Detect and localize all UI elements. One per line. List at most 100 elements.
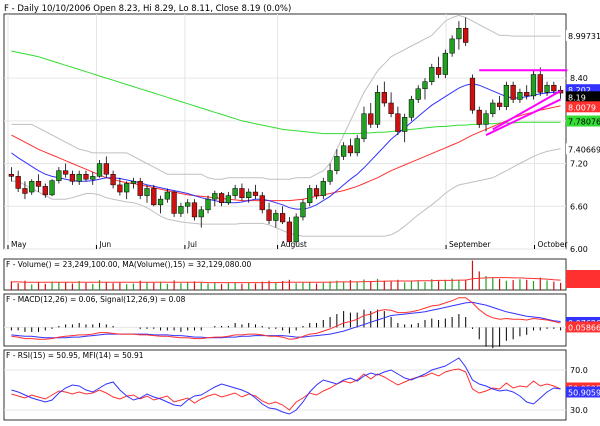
y-tick-label: 6.00 — [570, 245, 588, 254]
price-label-box — [566, 321, 600, 333]
candle-body — [313, 188, 320, 196]
volume-label-box — [566, 279, 600, 288]
candle-body — [307, 188, 313, 203]
price-label-box — [566, 30, 600, 42]
candle-body — [259, 195, 265, 211]
candle-body — [212, 193, 218, 200]
candle-body — [469, 77, 476, 111]
candle-body — [354, 138, 360, 154]
rsi-y-tick-label: 30.0 — [570, 406, 588, 415]
candle-body — [56, 170, 62, 181]
moving-average-green-line — [11, 50, 561, 135]
candle-body — [368, 113, 374, 125]
price-label: 0.058668 — [568, 323, 600, 332]
price-label: 50.9059 — [568, 389, 600, 398]
candle-body — [320, 181, 326, 196]
candle-body — [8, 173, 15, 177]
candle-body — [198, 209, 204, 218]
candle-body — [117, 184, 123, 193]
rsi-line — [11, 368, 561, 411]
trend-line — [492, 90, 562, 131]
x-tick-label: May — [11, 240, 27, 249]
candle-body — [124, 183, 130, 193]
candle-body — [361, 113, 367, 139]
candle-body — [164, 191, 170, 200]
candle-body — [144, 188, 150, 196]
candle-body — [544, 84, 550, 93]
candle-body — [15, 176, 21, 189]
x-tick-label: October — [538, 240, 569, 249]
candle-body — [90, 176, 96, 180]
price-label: 8.0079 — [568, 103, 596, 112]
rsi-legend: F - RSI(15) = 50.95, MFI(14) = 50.91 — [6, 351, 144, 360]
moving-average-red-line — [11, 105, 561, 202]
candle-body — [151, 188, 157, 206]
chart-header: F - Daily 10/10/2006 Open 8.23, Hi 8.29,… — [4, 4, 291, 14]
candle-body — [517, 92, 523, 100]
macd-legend: F - MACD(12,26) = 0.06, Signal(12,26,9) … — [6, 295, 186, 304]
candle-body — [286, 221, 293, 243]
candle-body — [63, 170, 69, 175]
price-label: 7.40669 — [568, 145, 600, 154]
candle-body — [76, 173, 82, 182]
moving-average-blue-line — [11, 83, 561, 210]
candle-body — [449, 38, 455, 54]
candle-body — [388, 102, 394, 114]
candle-body — [524, 92, 530, 97]
x-tick-label: September — [449, 240, 491, 249]
y-tick-label: 8.40 — [570, 74, 588, 83]
candle-body — [218, 193, 225, 203]
mfi-line — [11, 357, 561, 415]
candle-body — [42, 186, 48, 196]
candle-body — [463, 27, 469, 43]
x-tick-label: Jul — [187, 240, 197, 249]
rsi-panel-frame — [3, 349, 567, 421]
candle-body — [171, 191, 177, 214]
trend-line — [485, 98, 562, 136]
candle-body — [252, 191, 259, 196]
candle-body — [246, 191, 252, 198]
price-label: 7.78076 — [568, 118, 600, 127]
candle-body — [551, 84, 557, 92]
candle-body — [341, 145, 347, 157]
candle-body — [130, 181, 137, 184]
candle-body — [537, 74, 543, 93]
bollinger-lower-line — [11, 148, 561, 237]
candle-body — [456, 27, 462, 40]
candle-body — [22, 188, 28, 194]
candle-body — [442, 52, 448, 75]
candle-body — [374, 92, 381, 125]
bollinger-upper-line — [11, 14, 561, 180]
candle-body — [402, 117, 408, 132]
y-tick-label: 7.20 — [570, 160, 588, 169]
candle-body — [503, 84, 509, 107]
candle-body — [205, 198, 211, 211]
candle-body — [96, 163, 103, 177]
chart-labels: 6.006.607.207.808.40MayJunJulAugustSepte… — [6, 30, 600, 415]
chart-marks — [8, 14, 568, 415]
candle-body — [490, 102, 496, 114]
candle-body — [327, 170, 333, 182]
candle-body — [191, 202, 198, 218]
price-label-box — [566, 115, 600, 127]
candle-body — [395, 113, 401, 132]
price-label-box — [566, 143, 600, 155]
price-label: 8.99731 — [568, 32, 600, 41]
x-tick-label: Jun — [98, 240, 111, 249]
candle-body — [300, 202, 306, 218]
price-label-box — [566, 91, 600, 103]
candle-body — [239, 188, 245, 198]
candle-body — [157, 198, 164, 206]
candle-body — [530, 74, 537, 97]
price-label-box — [566, 84, 600, 96]
price-label-box — [566, 101, 600, 113]
candle-body — [415, 88, 421, 100]
candle-body — [496, 102, 503, 107]
candle-body — [49, 180, 55, 196]
candle-body — [347, 145, 354, 154]
candle-body — [422, 81, 428, 90]
candle-body — [29, 181, 35, 193]
x-tick-label: August — [281, 240, 307, 249]
candle-body — [137, 181, 143, 196]
